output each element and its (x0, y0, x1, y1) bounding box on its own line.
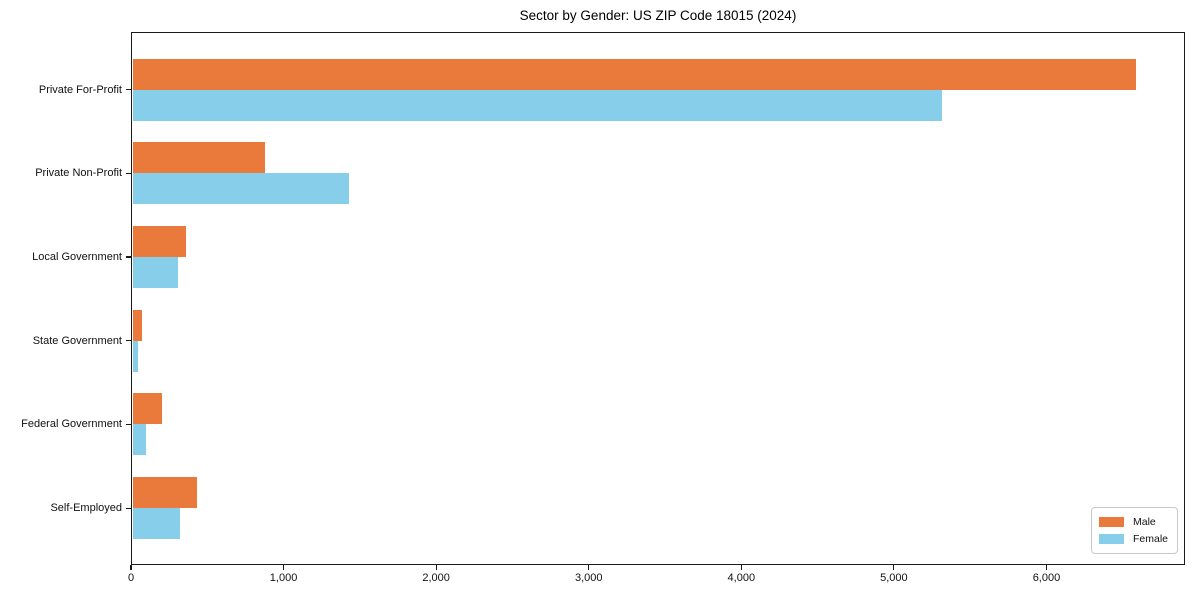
xtick-mark (740, 565, 742, 570)
bar-male-private-for-profit (132, 58, 1136, 90)
male-series-swatch (1099, 517, 1124, 527)
xtick-mark (1045, 565, 1048, 570)
bar-male-federal-government (132, 393, 162, 425)
bar-male-state-government (132, 309, 143, 341)
ytick-label-federal-government: Federal Government (21, 418, 122, 431)
bar-female-state-government (132, 340, 139, 372)
bar-female-federal-government (132, 424, 147, 456)
ytick-label-local-government: Local Government (32, 251, 122, 263)
legend-label-male: Male (1133, 516, 1156, 528)
xtick-label-1000: 1,000 (269, 572, 298, 584)
xtick-label-6000: 6,000 (1032, 572, 1061, 584)
xtick-mark (282, 565, 285, 570)
xtick-label-3000: 3,000 (574, 572, 603, 584)
xtick-mark (130, 565, 132, 570)
xtick-label-5000: 5,000 (880, 572, 908, 584)
bar-female-private-for-profit (132, 89, 942, 121)
xtick-mark (435, 565, 437, 570)
bar-male-local-government (132, 226, 186, 257)
ytick-mark (126, 89, 131, 91)
xtick-label-4000: 4,000 (727, 572, 756, 584)
ytick-label-self-employed: Self-Employed (50, 502, 122, 515)
ytick-label-state-government: State Government (32, 334, 122, 347)
legend: Male Female (1091, 507, 1178, 554)
plot-area (131, 32, 1185, 565)
xtick-label-0: 0 (127, 572, 135, 584)
legend-item-female: Female (1092, 533, 1177, 545)
ytick-mark (126, 507, 131, 509)
bar-male-self-employed (132, 477, 198, 509)
ytick-mark (126, 340, 131, 342)
xtick-label-2000: 2,000 (422, 572, 450, 584)
ytick-mark (126, 256, 131, 258)
female-series-swatch (1099, 534, 1124, 544)
bar-male-private-non-profit (132, 142, 266, 174)
xtick-mark (893, 565, 895, 570)
bar-female-private-non-profit (132, 173, 350, 205)
ytick-label-private-non-profit: Private Non-Profit (35, 167, 122, 180)
bar-female-local-government (132, 257, 178, 288)
ytick-mark (126, 172, 131, 174)
ytick-label-private-for-profit: Private For-Profit (38, 83, 122, 96)
xtick-mark (588, 565, 590, 570)
bar-female-self-employed (132, 508, 181, 540)
ytick-mark (126, 423, 131, 425)
legend-item-male: Male (1092, 516, 1177, 528)
legend-label-female: Female (1133, 533, 1169, 545)
chart-title: Sector by Gender: US ZIP Code 18015 (202… (519, 8, 797, 23)
